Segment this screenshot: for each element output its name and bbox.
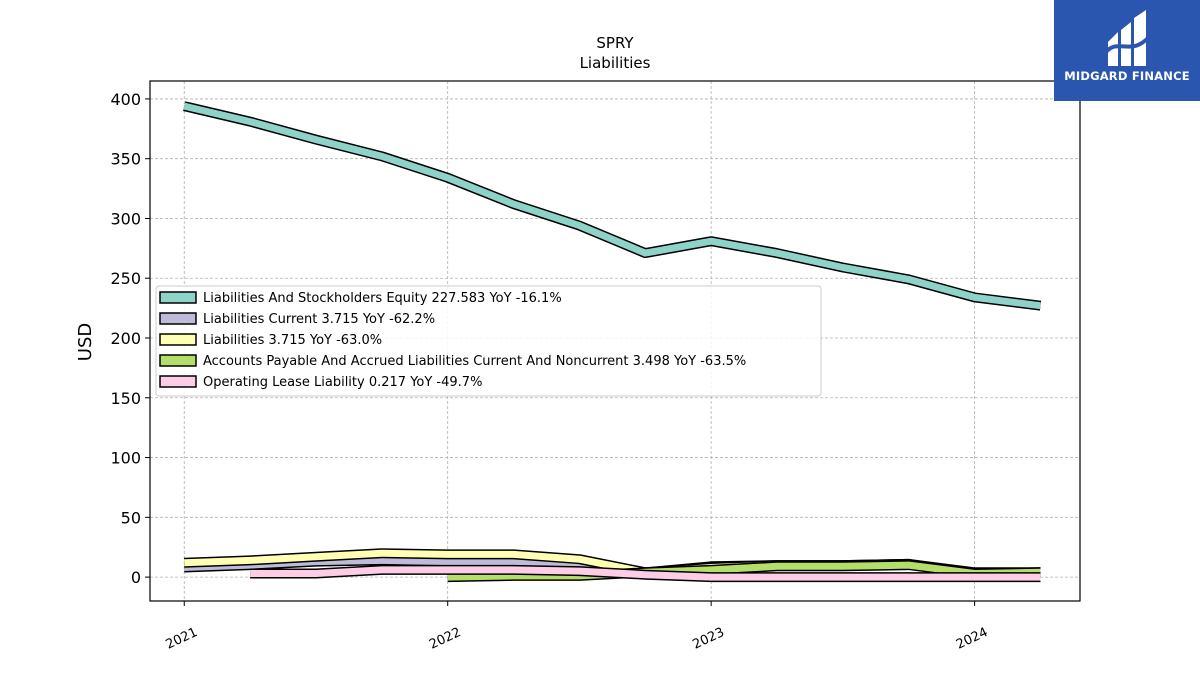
legend-box [155, 285, 822, 397]
y-tick-label: 50 [121, 508, 141, 527]
y-tick-label: 0 [131, 568, 141, 587]
y-tick-label: 200 [110, 329, 141, 348]
series-layer [183, 101, 1042, 583]
x-tick-label: 2022 [427, 625, 463, 653]
legend: Liabilities And Stockholders Equity 227.… [155, 285, 822, 397]
y-tick-label: 250 [110, 269, 141, 288]
legend-item: Operating Lease Liability 0.217 YoY -49.… [203, 375, 482, 390]
y-tick-label: 100 [110, 449, 141, 468]
series-line [183, 102, 1041, 310]
series-line [250, 566, 1041, 581]
legend-item: Liabilities Current 3.715 YoY -62.2% [203, 312, 435, 327]
legend-item: Liabilities And Stockholders Equity 227.… [203, 291, 562, 306]
chart-subtitle: Liabilities [580, 54, 651, 72]
legend-item: Accounts Payable And Accrued Liabilities… [203, 354, 746, 369]
y-tick-label: 150 [110, 389, 141, 408]
x-tick-label: 2023 [691, 625, 727, 653]
x-axis: 2021 2022 2023 2024 [164, 601, 990, 653]
y-tick-label: 400 [110, 90, 141, 109]
y-tick-label: 350 [110, 150, 141, 169]
chart-title: SPRY [596, 34, 634, 52]
plot-frame [149, 80, 1081, 602]
legend-swatch [159, 291, 197, 304]
y-axis-label: USD [75, 323, 96, 361]
legend-swatch [159, 354, 197, 367]
y-axis: 0 50 100 150 200 250 300 350 400 [110, 90, 150, 587]
legend-item: Liabilities 3.715 YoY -63.0% [203, 333, 382, 348]
series-line [447, 561, 1041, 581]
x-tick-label: 2024 [954, 625, 990, 653]
logo-text: MIDGARD FINANCE [1064, 69, 1190, 83]
y-tick-label: 300 [110, 209, 141, 228]
legend-swatch [159, 312, 197, 325]
logo-icon [1104, 10, 1150, 66]
legend-swatch [159, 375, 197, 388]
legend-swatch [159, 333, 197, 346]
x-tick-label: 2021 [164, 625, 200, 653]
brand-logo: MIDGARD FINANCE [1054, 0, 1200, 101]
